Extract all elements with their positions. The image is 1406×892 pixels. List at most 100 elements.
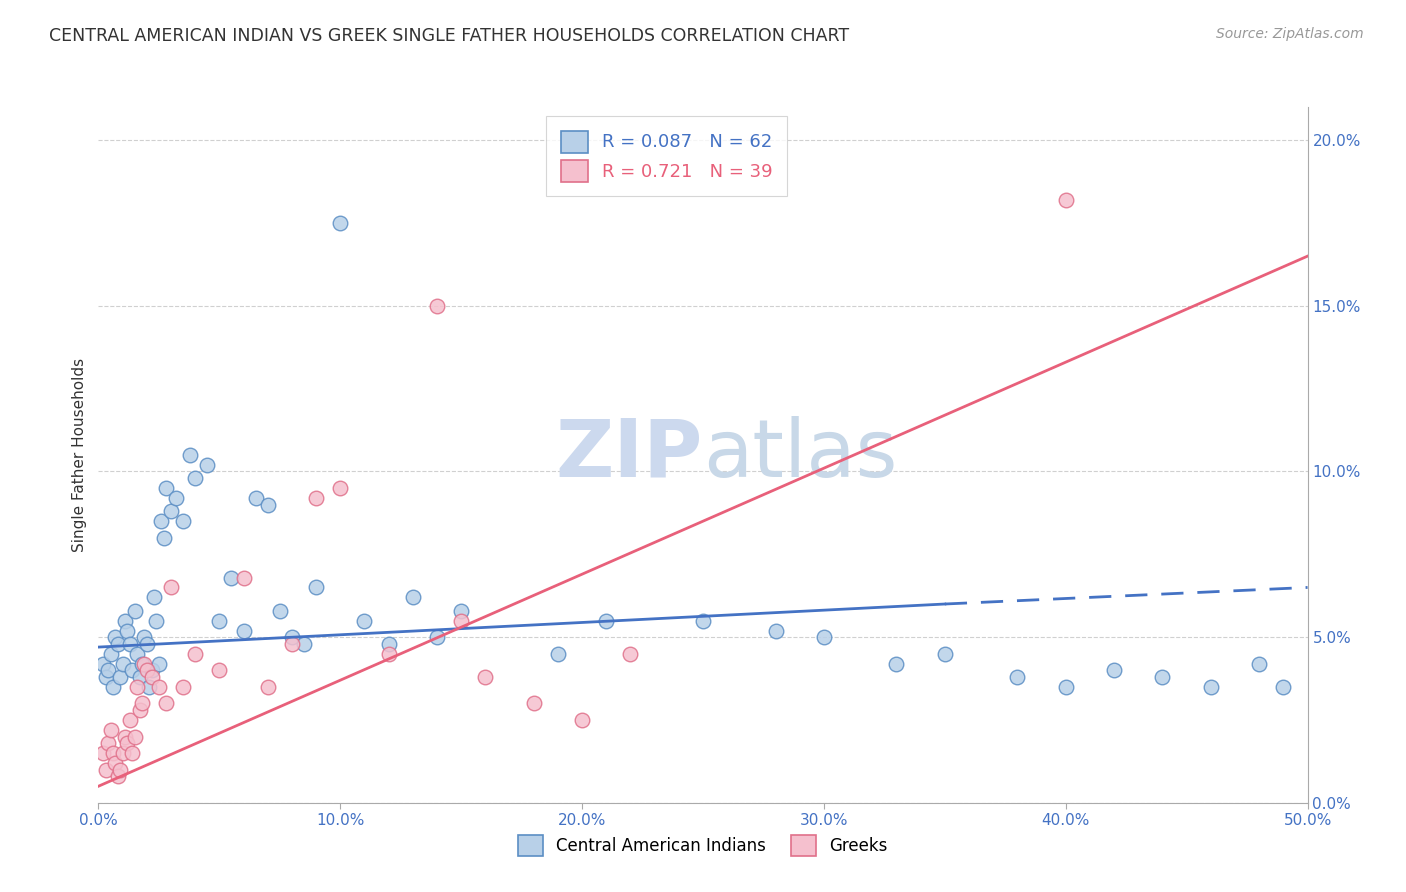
Point [1152,670,1174,684]
Text: CENTRAL AMERICAN INDIAN VS GREEK SINGLE FATHER HOUSEHOLDS CORRELATION CHART: CENTRAL AMERICAN INDIAN VS GREEK SINGLE … [49,27,849,45]
Point [134,630,156,644]
Point [94,670,117,684]
Point [107,769,129,783]
Point [128,703,150,717]
Text: ZIP: ZIP [555,416,703,494]
Point [172,680,194,694]
Point [101,746,124,760]
Point [292,637,315,651]
Point [135,663,157,677]
Point [121,663,143,677]
Point [100,723,122,737]
Point [152,531,174,545]
Y-axis label: Single Father Households: Single Father Households [72,358,87,552]
Point [281,637,304,651]
Point [329,216,352,230]
Point [143,591,166,605]
Point [1054,680,1077,694]
Point [269,604,291,618]
Point [305,491,328,505]
Point [208,663,231,677]
Point [305,581,328,595]
Point [184,471,207,485]
Point [150,514,173,528]
Point [128,670,150,684]
Point [91,746,114,760]
Point [118,713,141,727]
Point [114,614,136,628]
Point [131,657,153,671]
Point [127,647,149,661]
Legend: Central American Indians, Greeks: Central American Indians, Greeks [510,827,896,864]
Point [377,647,399,661]
Point [94,763,117,777]
Point [184,647,207,661]
Point [377,637,399,651]
Point [97,736,120,750]
Point [108,670,131,684]
Point [547,647,569,661]
Point [232,624,254,638]
Point [124,604,146,618]
Point [114,730,136,744]
Point [1199,680,1222,694]
Point [160,504,183,518]
Point [138,680,160,694]
Point [179,448,201,462]
Point [765,624,787,638]
Point [1007,670,1029,684]
Point [134,657,156,671]
Point [595,614,617,628]
Point [450,604,472,618]
Point [104,756,127,770]
Point [108,763,131,777]
Point [100,647,122,661]
Point [131,697,153,711]
Point [165,491,187,505]
Text: atlas: atlas [703,416,897,494]
Point [148,680,170,694]
Point [97,663,120,677]
Point [121,746,143,760]
Point [101,680,124,694]
Point [145,614,167,628]
Point [155,481,177,495]
Point [104,630,127,644]
Point [1249,657,1271,671]
Point [450,614,472,628]
Point [127,680,149,694]
Point [256,680,278,694]
Point [91,657,114,671]
Point [523,697,546,711]
Point [107,637,129,651]
Point [1054,193,1077,207]
Point [172,514,194,528]
Point [886,657,908,671]
Point [813,630,835,644]
Point [426,299,449,313]
Point [426,630,449,644]
Point [118,637,141,651]
Point [111,657,134,671]
Point [256,498,278,512]
Point [111,746,134,760]
Point [117,736,139,750]
Point [934,647,956,661]
Point [281,630,304,644]
Point [1102,663,1125,677]
Point [221,570,243,584]
Point [141,663,163,677]
Point [160,581,183,595]
Point [155,697,177,711]
Point [474,670,496,684]
Point [135,637,157,651]
Point [141,670,163,684]
Point [208,614,231,628]
Point [124,730,146,744]
Point [353,614,375,628]
Point [571,713,593,727]
Point [1272,680,1295,694]
Point [117,624,139,638]
Point [195,458,218,472]
Point [619,647,641,661]
